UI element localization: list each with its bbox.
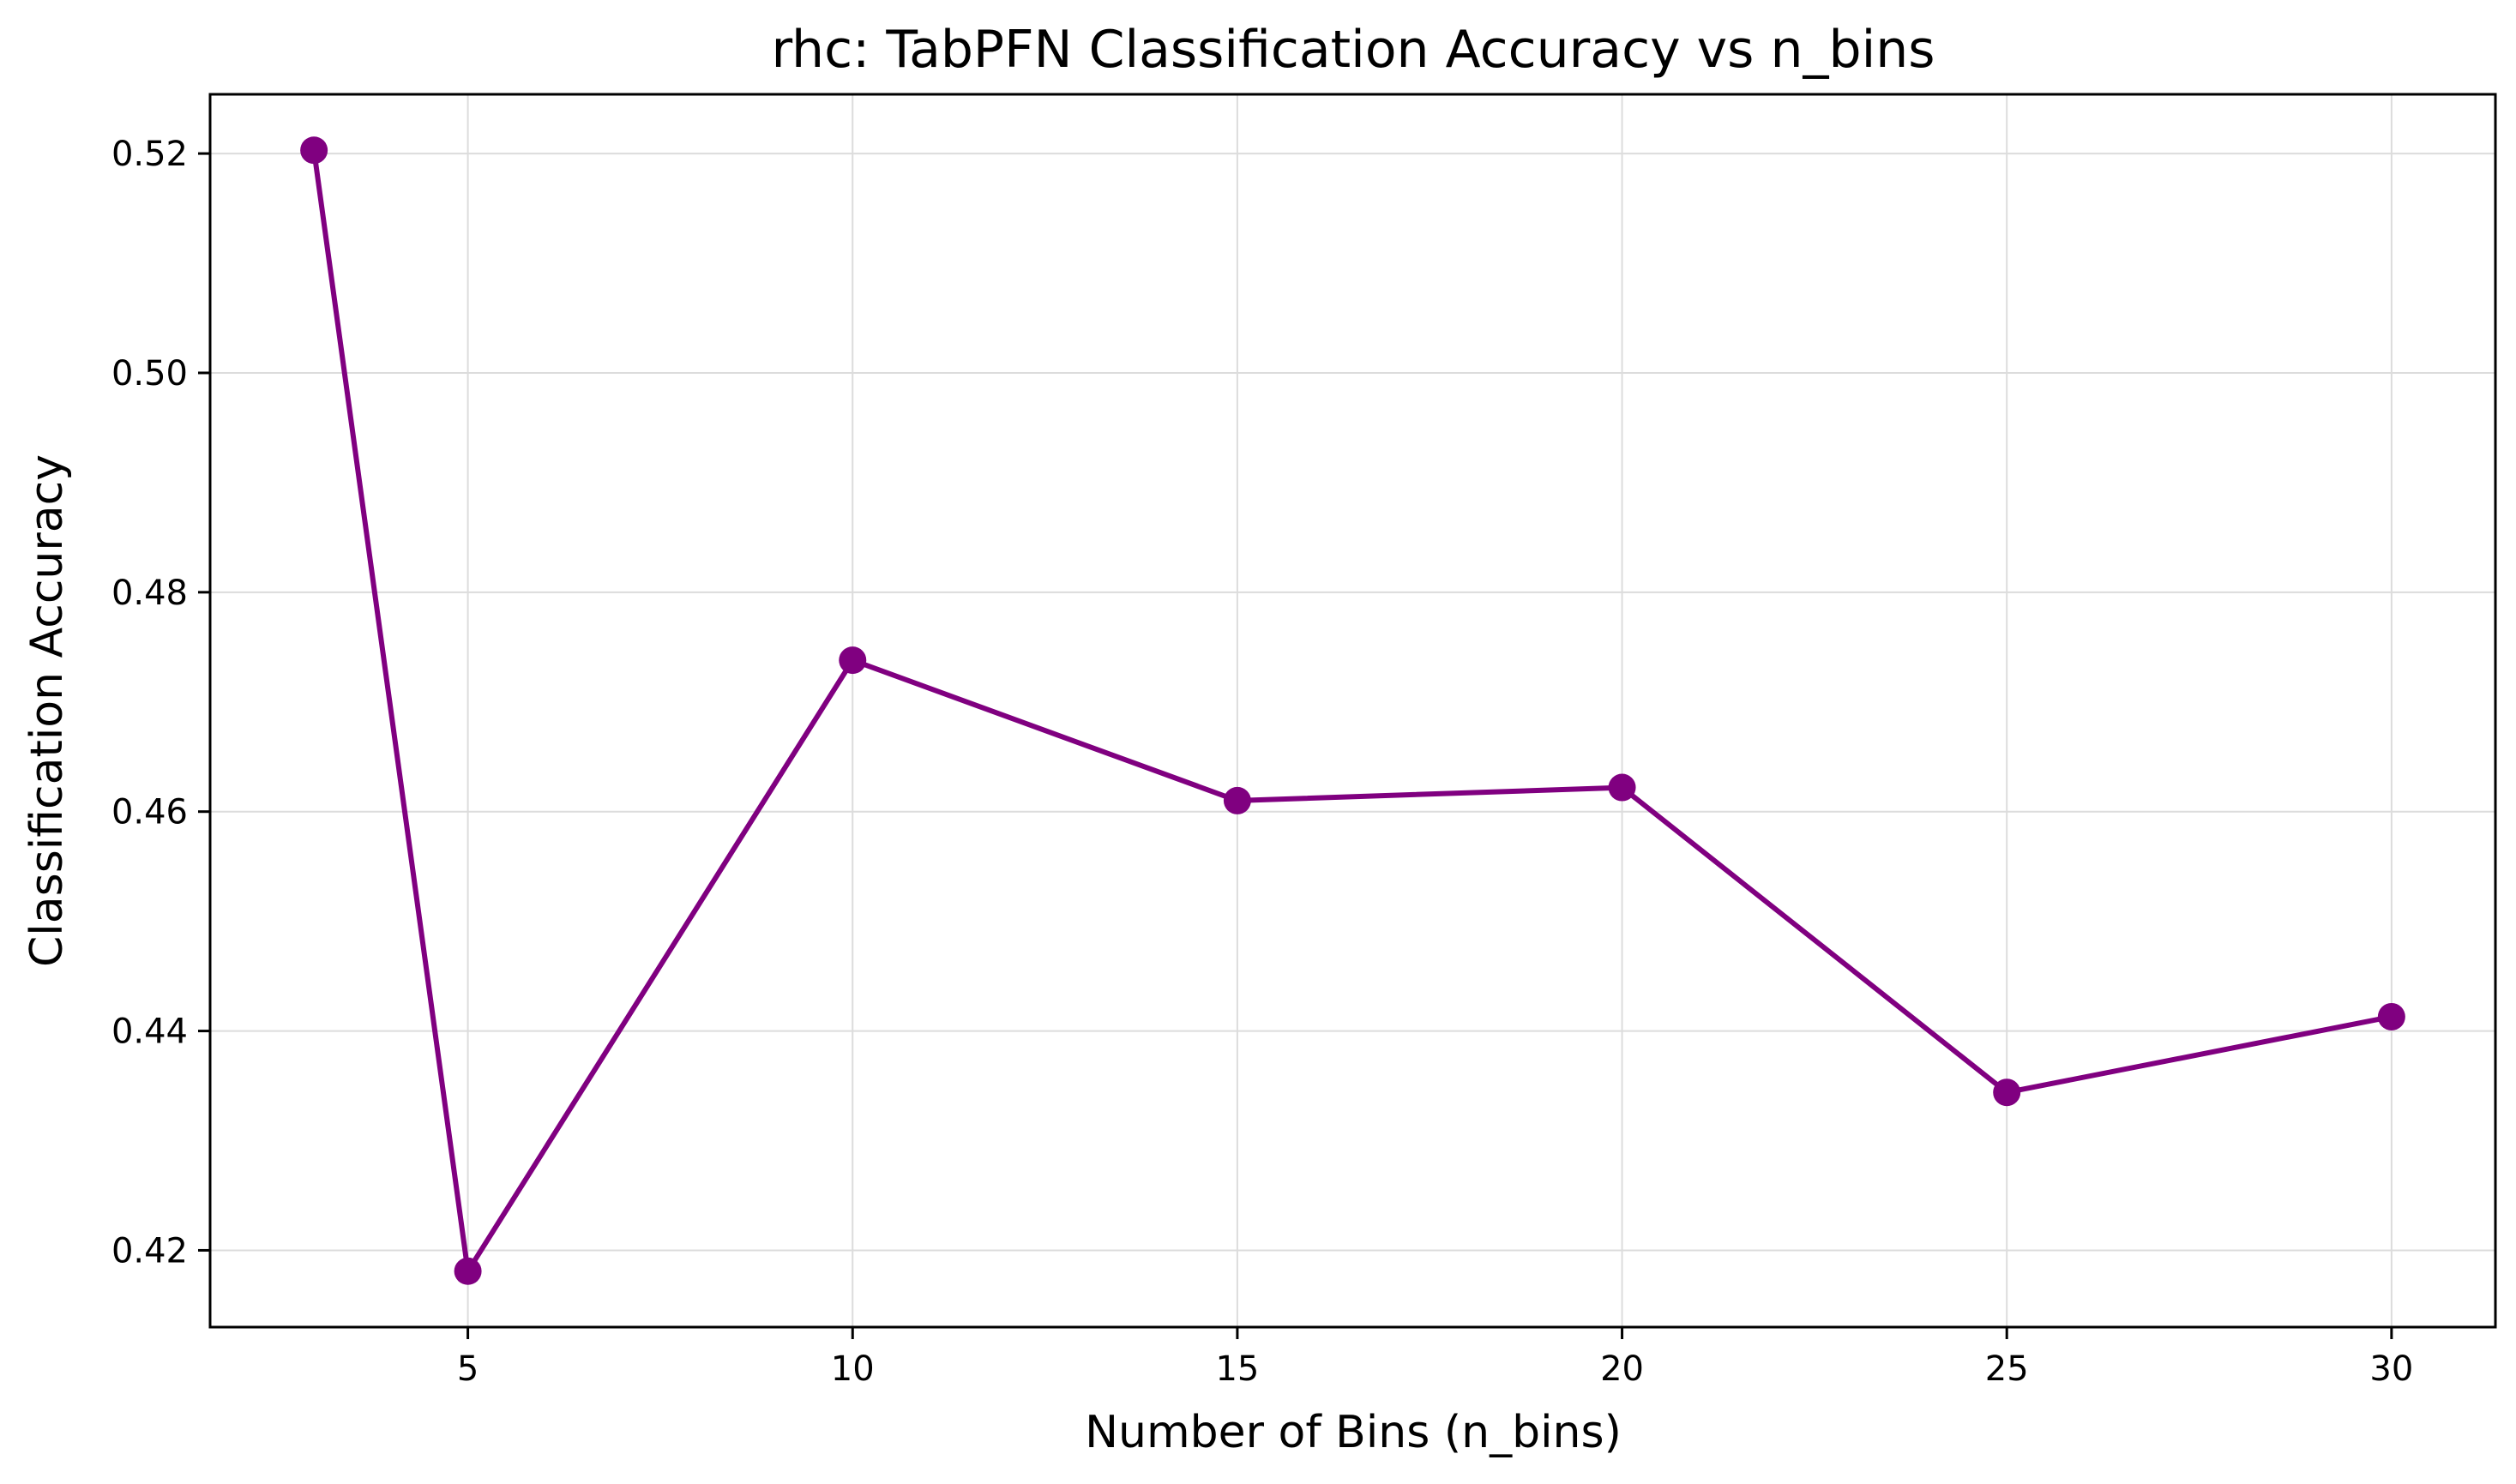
data-point: [454, 1257, 482, 1285]
y-axis: 0.42 0.44 0.46 0.48 0.50 0.52: [111, 135, 210, 1271]
data-point: [1608, 773, 1636, 802]
y-tick-label: 0.42: [111, 1231, 188, 1271]
x-tick-label: 25: [1985, 1349, 2029, 1389]
data-point: [300, 136, 328, 165]
series-layer: [300, 136, 2405, 1285]
y-tick-label: 0.50: [111, 354, 188, 394]
y-tick-label: 0.46: [111, 793, 188, 832]
y-tick-label: 0.44: [111, 1012, 188, 1052]
grid: [210, 94, 2495, 1327]
y-tick-label: 0.52: [111, 135, 188, 174]
data-point: [1223, 786, 1251, 814]
x-tick-label: 30: [2369, 1349, 2413, 1389]
chart-title: rhc: TabPFN Classification Accuracy vs n…: [771, 20, 1935, 80]
x-tick-label: 15: [1215, 1349, 1259, 1389]
x-axis-label: Number of Bins (n_bins): [1085, 1407, 1622, 1458]
y-tick-label: 0.48: [111, 574, 188, 613]
data-point: [1993, 1078, 2021, 1107]
y-axis-label: Classification Accuracy: [21, 454, 73, 967]
data-point: [2377, 1002, 2405, 1030]
plot-area-frame: [208, 93, 2497, 1329]
x-axis: 5 10 15 20 25 30: [457, 1327, 2413, 1389]
x-tick-label: 10: [831, 1349, 875, 1389]
x-tick-label: 5: [457, 1349, 479, 1389]
data-point: [839, 646, 867, 675]
x-tick-label: 20: [1600, 1349, 1644, 1389]
